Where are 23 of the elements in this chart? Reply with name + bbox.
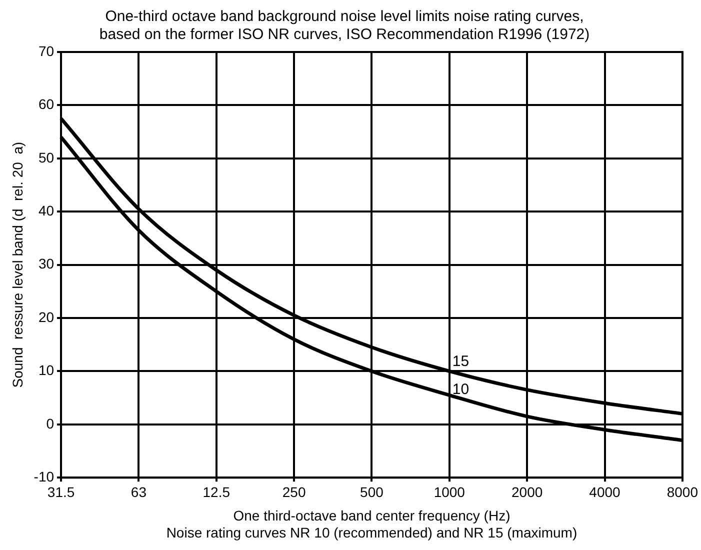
y-tick-label: 70 [38, 42, 54, 59]
x-tick-label: 4000 [589, 484, 621, 500]
y-axis-title: Sound ressure level band (d rel. 20 a) [9, 142, 26, 388]
chart-title: One-third octave band background noise level limits noise rating curves, based on the former ISO NR curves, ISO Recommendation R1996 (1972) [99, 8, 590, 44]
x-tick-label: 63 [130, 484, 147, 500]
x-tick-label: 1000 [434, 484, 466, 500]
y-tick-label: -10 [34, 468, 54, 484]
x-tick-label: 12.5 [202, 484, 230, 500]
series-label: 10 [452, 380, 470, 398]
x-tick-label: 2000 [512, 484, 543, 500]
x-tick-label: 31.5 [47, 484, 75, 500]
y-tick-label: 30 [38, 256, 54, 272]
y-tick-label: 0 [46, 415, 54, 432]
x-tick-label: 500 [360, 484, 384, 500]
x-tick-label: 8000 [666, 484, 698, 500]
x-tick-label: 250 [282, 484, 306, 500]
series-label: 15 [452, 352, 470, 370]
x-axis-title: One third-octave band center frequency (Hz) Noise rating curves NR 10 (recommended) and NR 15 (maximum) [166, 508, 578, 540]
y-tick-label: 40 [38, 202, 54, 218]
y-tick-label: 20 [38, 308, 54, 325]
y-tick-label: 10 [38, 362, 54, 378]
y-tick-label: 50 [38, 149, 54, 166]
y-tick-label: 60 [38, 96, 54, 112]
